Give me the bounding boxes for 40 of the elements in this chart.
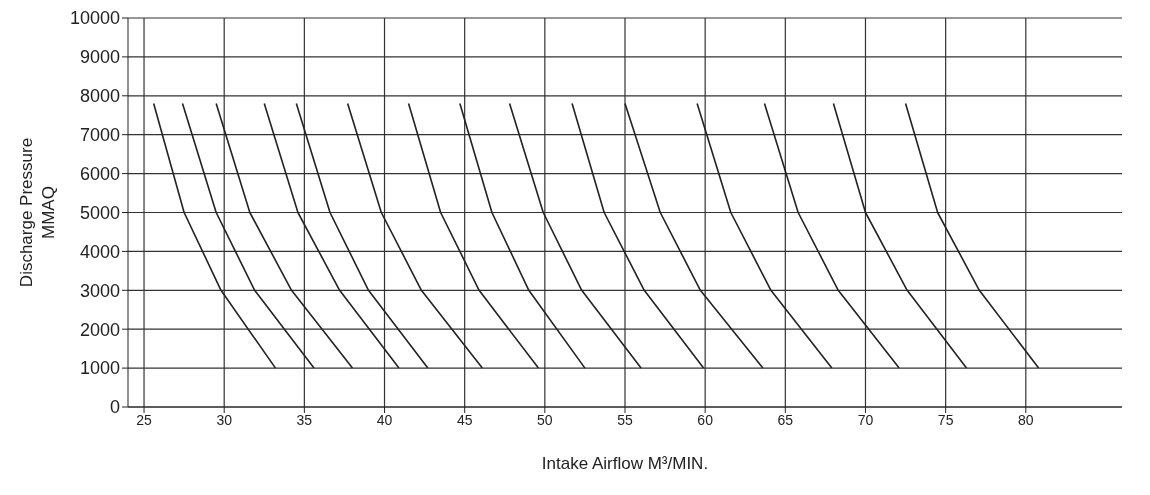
y-tick-label: 2000 bbox=[79, 319, 120, 340]
line-series bbox=[571, 102, 705, 369]
line-series bbox=[181, 102, 315, 369]
x-tick-label: 80 bbox=[1018, 411, 1034, 428]
y-tick-label: 10000 bbox=[69, 8, 120, 29]
line-series bbox=[263, 102, 400, 369]
x-tick-label: 65 bbox=[777, 411, 794, 428]
x-tick-label: 55 bbox=[617, 411, 633, 428]
line-series bbox=[904, 102, 1040, 369]
line-series bbox=[215, 102, 354, 369]
x-tick-label: 50 bbox=[537, 411, 553, 428]
line-series bbox=[508, 102, 642, 369]
x-tick-label: 60 bbox=[697, 411, 714, 428]
y-axis-title: Discharge Pressure MMAQ bbox=[17, 137, 58, 288]
x-tick-label: 25 bbox=[136, 411, 153, 428]
y-tick-label: 0 bbox=[109, 397, 120, 418]
line-series bbox=[832, 102, 968, 369]
x-tick-label: 35 bbox=[296, 411, 313, 428]
x-tick-label: 30 bbox=[216, 411, 233, 428]
line-series bbox=[763, 102, 900, 369]
y-tick-label: 1000 bbox=[79, 358, 120, 379]
line-series bbox=[624, 102, 764, 369]
line-series bbox=[152, 102, 277, 369]
line-series bbox=[696, 102, 833, 369]
y-tick-label: 9000 bbox=[79, 47, 120, 68]
y-tick-label: 8000 bbox=[79, 86, 120, 107]
line-series bbox=[295, 102, 429, 369]
y-tick-label: 3000 bbox=[79, 280, 120, 301]
x-tick-label: 70 bbox=[857, 411, 874, 428]
y-tick-label: 6000 bbox=[79, 163, 120, 184]
x-tick-label: 40 bbox=[376, 411, 393, 428]
y-tick-label: 4000 bbox=[79, 241, 120, 262]
x-tick-label: 45 bbox=[456, 411, 473, 428]
x-tick-label: 75 bbox=[937, 411, 954, 428]
line-series bbox=[346, 102, 484, 369]
y-tick-label: 7000 bbox=[79, 125, 120, 146]
y-tick-label: 5000 bbox=[79, 202, 120, 223]
line-series bbox=[459, 102, 586, 369]
line-series bbox=[407, 102, 540, 369]
x-axis-title: Intake Airflow M³/MIN. bbox=[541, 454, 709, 473]
